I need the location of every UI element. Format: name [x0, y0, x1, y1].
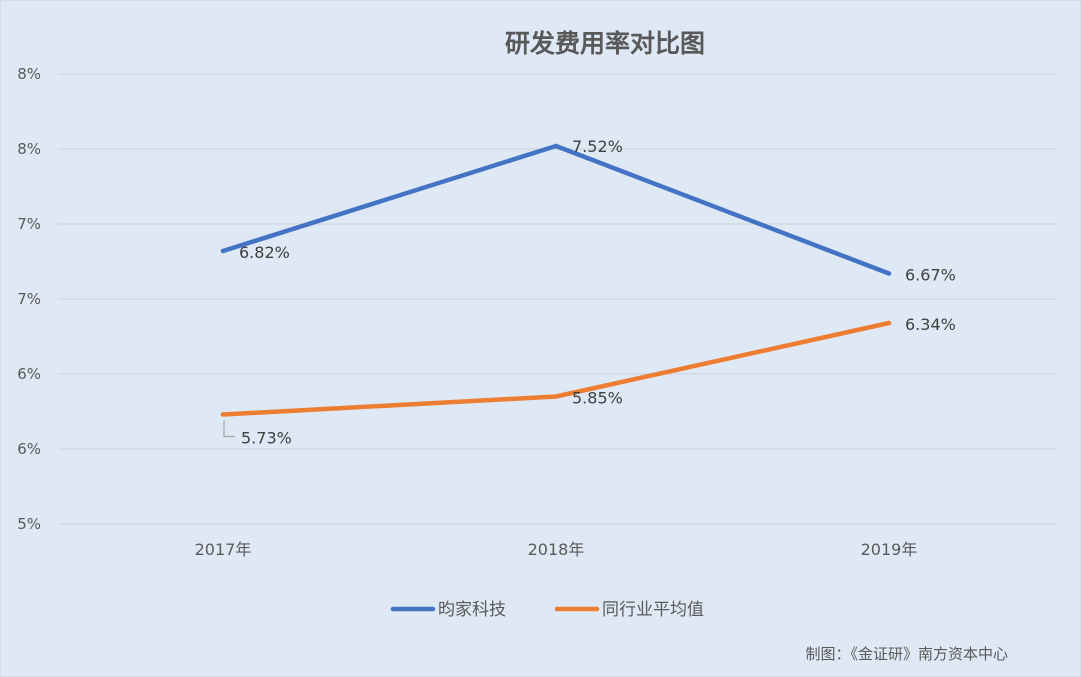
- series-lines: [220, 143, 892, 417]
- data-label: 7.52%: [572, 137, 623, 156]
- data-labels: 6.82% 7.52% 6.67% 5.73% 5.85% 6.34%: [223, 137, 956, 448]
- source-note: 制图：《金证研》南方资本中心: [805, 645, 1008, 663]
- data-point: [886, 320, 892, 326]
- x-tick-label: 2017年: [195, 540, 252, 559]
- legend-label: 同行业平均值: [602, 600, 704, 620]
- gridlines: [58, 73, 1056, 525]
- data-point: [553, 143, 559, 149]
- y-tick-label: 8%: [17, 65, 41, 83]
- y-tick-label: 7%: [17, 290, 41, 308]
- data-point: [886, 271, 892, 276]
- data-label: 5.73%: [241, 429, 292, 448]
- data-label: 6.82%: [239, 243, 290, 262]
- leader-line: [223, 420, 235, 438]
- data-label: 5.85%: [572, 389, 623, 408]
- data-label: 6.67%: [905, 266, 956, 285]
- data-label: 6.34%: [905, 315, 956, 334]
- legend: 昀家科技 同行业平均值: [390, 600, 704, 620]
- x-tick-label: 2018年: [528, 540, 585, 559]
- x-axis-ticks: 2017年 2018年 2019年: [195, 540, 918, 559]
- data-point: [553, 394, 559, 399]
- y-tick-label: 6%: [17, 365, 41, 383]
- legend-label: 昀家科技: [438, 600, 506, 620]
- y-tick-label: 8%: [17, 140, 41, 158]
- y-tick-label: 5%: [17, 515, 41, 533]
- data-point: [220, 248, 226, 254]
- y-axis-ticks: 5% 6% 6% 7% 7% 8% 8%: [17, 65, 41, 533]
- data-point: [220, 412, 226, 417]
- y-tick-label: 6%: [17, 440, 41, 458]
- chart-title: 研发费用率对比图: [505, 29, 705, 58]
- y-tick-label: 7%: [17, 215, 41, 233]
- x-tick-label: 2019年: [861, 540, 918, 559]
